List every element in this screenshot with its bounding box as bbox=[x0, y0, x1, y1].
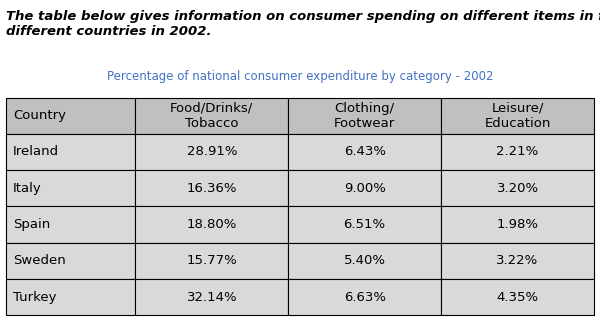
Text: Clothing/
Footwear: Clothing/ Footwear bbox=[334, 102, 395, 130]
Text: 9.00%: 9.00% bbox=[344, 182, 386, 195]
Text: Sweden: Sweden bbox=[13, 254, 66, 267]
Text: 1.98%: 1.98% bbox=[497, 218, 539, 231]
Text: Percentage of national consumer expenditure by category - 2002: Percentage of national consumer expendit… bbox=[107, 70, 493, 83]
Text: Food/Drinks/
Tobacco: Food/Drinks/ Tobacco bbox=[170, 102, 253, 130]
Text: 16.36%: 16.36% bbox=[187, 182, 237, 195]
Text: 15.77%: 15.77% bbox=[187, 254, 237, 267]
Text: Country: Country bbox=[13, 109, 66, 122]
Text: 6.43%: 6.43% bbox=[344, 146, 386, 159]
Text: Leisure/
Education: Leisure/ Education bbox=[484, 102, 551, 130]
Text: 32.14%: 32.14% bbox=[187, 291, 237, 304]
Text: 6.51%: 6.51% bbox=[344, 218, 386, 231]
Text: 6.63%: 6.63% bbox=[344, 291, 386, 304]
Text: Ireland: Ireland bbox=[13, 146, 59, 159]
Text: 5.40%: 5.40% bbox=[344, 254, 386, 267]
Text: 2.21%: 2.21% bbox=[496, 146, 539, 159]
Text: Spain: Spain bbox=[13, 218, 50, 231]
Text: Turkey: Turkey bbox=[13, 291, 57, 304]
Text: 28.91%: 28.91% bbox=[187, 146, 237, 159]
Text: 3.22%: 3.22% bbox=[496, 254, 539, 267]
Text: 18.80%: 18.80% bbox=[187, 218, 237, 231]
Text: Italy: Italy bbox=[13, 182, 42, 195]
Text: 4.35%: 4.35% bbox=[496, 291, 539, 304]
Text: The table below gives information on consumer spending on different items in fiv: The table below gives information on con… bbox=[6, 10, 600, 38]
Text: 3.20%: 3.20% bbox=[496, 182, 539, 195]
